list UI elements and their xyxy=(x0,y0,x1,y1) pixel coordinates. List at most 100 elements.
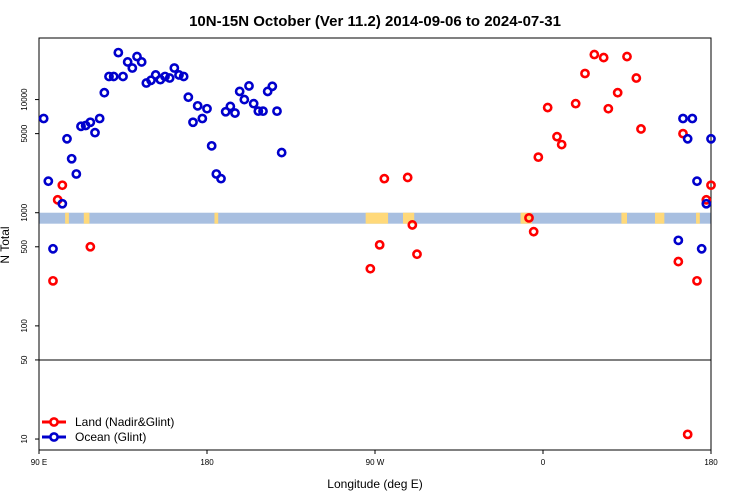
ocean-point xyxy=(188,117,198,128)
map-band-land xyxy=(696,212,700,224)
legend-marker-land xyxy=(49,417,59,427)
land-point xyxy=(622,51,632,62)
ocean-point xyxy=(220,106,231,117)
ocean-point xyxy=(706,133,716,144)
ocean-point xyxy=(71,169,82,179)
land-point xyxy=(365,263,376,274)
ocean-point xyxy=(276,147,287,158)
land-point xyxy=(589,49,600,60)
land-point xyxy=(407,220,418,230)
map-band-land xyxy=(403,212,415,224)
ocean-point xyxy=(85,117,96,128)
ocean-point xyxy=(696,243,707,254)
axes: 90 E 180 90 W 0 180 10 50 100 500 1000 5000 10000 xyxy=(20,88,718,467)
land-point xyxy=(528,226,539,237)
legend-label-ocean: Ocean (Glint) xyxy=(75,430,146,444)
land-point xyxy=(379,173,390,184)
x-axis-label: Longitude (deg E) xyxy=(327,477,422,491)
world-map-band xyxy=(39,212,711,224)
y-tick-label: 500 xyxy=(20,240,29,254)
land-point xyxy=(412,249,422,260)
ocean-point xyxy=(244,81,254,91)
land-point xyxy=(706,180,716,191)
land-point xyxy=(631,73,642,83)
data-points xyxy=(38,47,716,440)
ocean-point xyxy=(164,73,175,83)
land-point xyxy=(678,128,688,139)
map-band-land xyxy=(214,212,219,224)
legend: Land (Nadir&Glint)Ocean (Glint) xyxy=(42,415,174,444)
ocean-point xyxy=(160,71,170,82)
ocean-point xyxy=(225,101,236,112)
ocean-point xyxy=(234,86,245,97)
land-point xyxy=(533,152,544,163)
y-tick-label: 100 xyxy=(20,319,29,333)
ocean-point xyxy=(262,86,273,97)
map-band-land xyxy=(83,212,90,224)
map-band-land xyxy=(65,212,69,224)
ocean-point xyxy=(202,103,212,114)
ocean-point xyxy=(258,106,268,117)
x-tick-label: 180 xyxy=(200,458,214,467)
ocean-point xyxy=(113,47,124,58)
land-point xyxy=(636,124,646,134)
ocean-point xyxy=(62,133,72,144)
ocean-point xyxy=(57,198,68,209)
ocean-point xyxy=(216,173,226,184)
ocean-point xyxy=(146,75,156,86)
ocean-point xyxy=(43,176,54,187)
ocean-point xyxy=(272,106,282,117)
x-tick-label: 0 xyxy=(541,458,546,467)
chart-title: 10N-15N October (Ver 11.2) 2014-09-06 to… xyxy=(189,13,561,30)
ocean-point xyxy=(678,113,688,124)
land-point xyxy=(673,256,684,267)
ocean-point xyxy=(206,140,217,151)
ocean-point xyxy=(108,71,119,82)
ocean-point xyxy=(132,51,142,62)
land-point xyxy=(598,52,609,63)
x-tick-label: 180 xyxy=(704,458,718,467)
ocean-point xyxy=(104,71,114,82)
land-point xyxy=(580,68,590,79)
ocean-point xyxy=(122,57,133,67)
land-point xyxy=(374,239,385,250)
land-point xyxy=(570,98,581,109)
ocean-point xyxy=(169,63,180,73)
ocean-point xyxy=(48,243,58,254)
land-point xyxy=(701,194,712,205)
land-point xyxy=(612,87,623,98)
y-tick-label: 50 xyxy=(20,355,29,364)
ocean-point xyxy=(136,57,147,67)
land-point xyxy=(556,139,567,150)
ocean-point xyxy=(687,113,698,124)
ocean-point xyxy=(183,92,194,103)
y-tick-label: 1000 xyxy=(20,203,29,221)
land-point xyxy=(57,180,68,191)
map-band-land xyxy=(655,212,665,224)
ocean-point xyxy=(673,235,684,246)
ocean-point xyxy=(192,100,203,111)
land-point xyxy=(552,131,562,142)
map-band-land xyxy=(365,212,389,224)
land-point xyxy=(85,241,96,252)
ocean-point xyxy=(94,113,105,124)
ocean-point xyxy=(267,81,278,92)
land-point xyxy=(603,103,614,114)
land-point xyxy=(542,102,553,113)
map-band-land xyxy=(621,212,627,224)
x-tick-label: 90 W xyxy=(366,458,385,467)
ocean-point xyxy=(118,71,128,82)
y-tick-label: 5000 xyxy=(20,124,29,142)
ocean-point xyxy=(178,71,189,82)
land-point xyxy=(692,275,702,286)
ocean-point xyxy=(99,87,110,98)
ocean-point xyxy=(174,70,184,80)
y-axis-label: N Total xyxy=(0,226,12,263)
ocean-point xyxy=(692,176,702,187)
y-tick-label: 10 xyxy=(20,434,29,443)
ocean-point xyxy=(76,121,86,132)
ocean-point xyxy=(66,153,77,164)
ocean-point xyxy=(248,98,259,109)
ocean-point xyxy=(127,63,138,73)
